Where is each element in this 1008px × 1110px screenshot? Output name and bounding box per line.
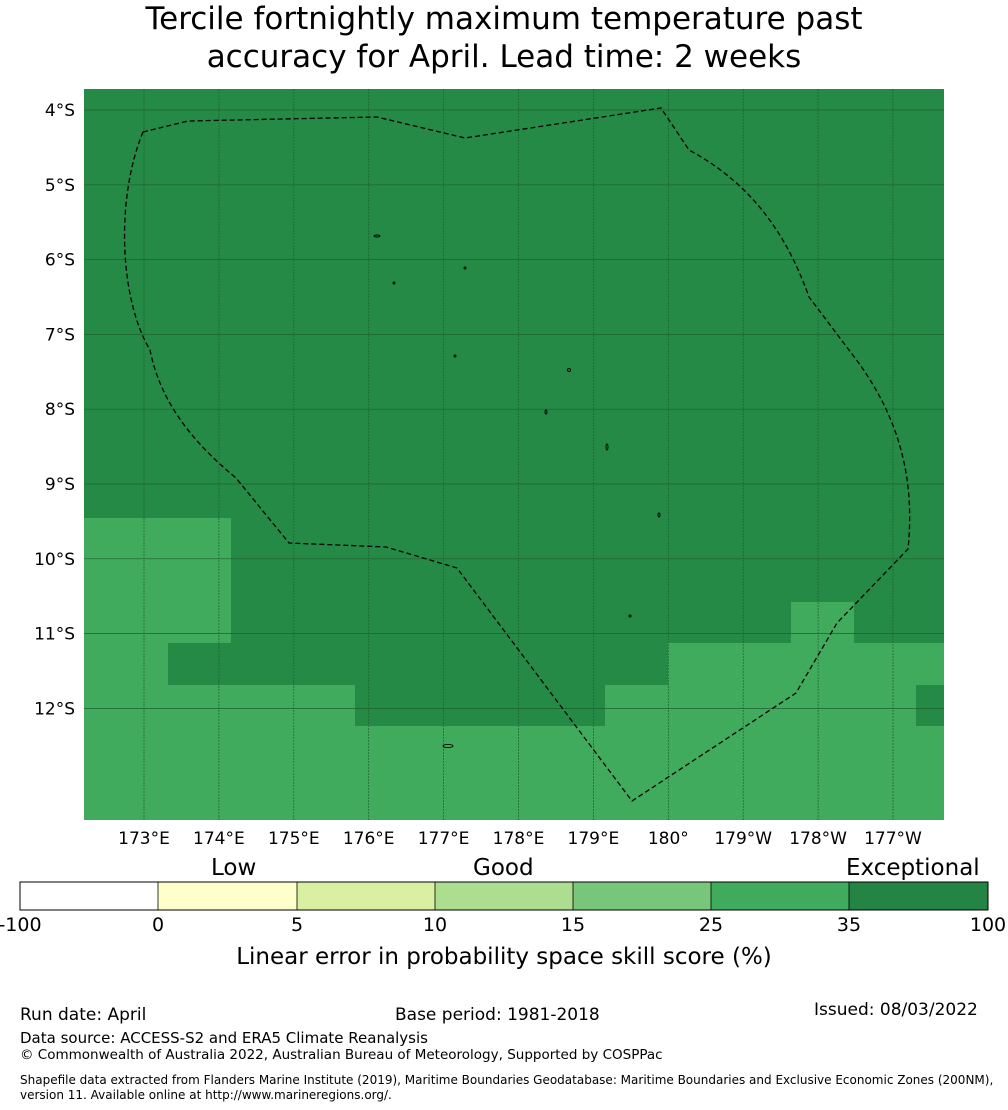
colorbar-tick: 10	[422, 914, 448, 936]
shapefile-credit-line-1: Shapefile data extracted from Flanders M…	[20, 1073, 994, 1087]
eez-boundary	[123, 107, 911, 802]
latitude-label: 9°S	[45, 475, 75, 495]
island-outline	[373, 234, 381, 238]
issued-date: Issued: 08/03/2022	[814, 1000, 978, 1020]
colorbar-segment	[158, 882, 297, 910]
colorbar-segment	[711, 882, 849, 910]
map-cell	[854, 643, 944, 685]
latitude-label: 12°S	[34, 699, 75, 719]
colorbar-tick: 25	[698, 914, 724, 936]
map-cell	[84, 518, 231, 559]
copyright: © Commonwealth of Australia 2022, Austra…	[20, 1047, 663, 1063]
colorbar-category-low: Low	[211, 855, 257, 881]
map-cell	[168, 559, 231, 602]
longitude-label: 179°E	[568, 829, 620, 849]
map-title-line-2: accuracy for April. Lead time: 2 weeks	[206, 39, 802, 75]
latitude-label: 10°S	[34, 550, 75, 570]
colorbar-segment	[20, 882, 158, 910]
longitude-label: 173°E	[118, 829, 170, 849]
colorbar-label: Linear error in probability space skill …	[236, 944, 772, 970]
island-outlines	[373, 234, 661, 749]
island-outline	[453, 354, 457, 358]
latitude-label: 8°S	[45, 400, 75, 420]
map-cell	[84, 726, 355, 820]
graticule	[84, 89, 944, 820]
map-cell	[355, 726, 605, 820]
base-period: Base period: 1981-2018	[395, 1005, 600, 1025]
colorbar-tick: 5	[290, 914, 304, 936]
map-title-line-1: Tercile fortnightly maximum temperature …	[145, 1, 863, 37]
island-outline	[628, 614, 632, 618]
colorbar-segment	[573, 882, 711, 910]
map-cell	[84, 602, 231, 643]
colorbar	[19, 881, 989, 911]
longitude-label: 178°W	[789, 829, 847, 849]
latitude-label: 5°S	[45, 176, 75, 196]
colorbar-tick: 15	[560, 914, 586, 936]
island-outline	[605, 443, 609, 451]
map-cell	[84, 643, 168, 685]
map-cell	[791, 602, 854, 643]
island-outline	[463, 266, 467, 270]
island-outline	[567, 368, 571, 372]
latitude-label: 4°S	[45, 101, 75, 121]
latitude-label: 6°S	[45, 251, 75, 271]
map-cell	[84, 559, 168, 602]
longitude-label: 177°E	[418, 829, 470, 849]
data-source: Data source: ACCESS-S2 and ERA5 Climate …	[20, 1029, 428, 1047]
map-cell	[84, 685, 355, 726]
skill-score-grid	[84, 89, 944, 820]
colorbar-tick: 35	[836, 914, 862, 936]
longitude-label: 177°W	[864, 829, 922, 849]
latitude-label: 7°S	[45, 325, 75, 345]
eez-boundary-line	[123, 107, 911, 802]
latitude-label: 11°S	[34, 625, 75, 645]
longitude-label: 174°E	[193, 829, 245, 849]
colorbar-tick: 100	[969, 914, 1007, 936]
colorbar-frame	[19, 881, 989, 911]
island-outline	[392, 281, 396, 285]
longitude-label: 178°E	[493, 829, 545, 849]
latitude-labels: 4°S 5°S 6°S 7°S 8°S 9°S 10°S 11°S 12°S	[34, 101, 75, 719]
longitude-labels: 173°E 174°E 175°E 176°E 177°E 178°E 179°E 180° 1…	[118, 829, 922, 849]
colorbar-segment	[297, 882, 435, 910]
longitude-label: 176°E	[343, 829, 395, 849]
colorbar-tick: 0	[151, 914, 165, 936]
run-date: Run date: April	[20, 1005, 147, 1025]
island-outline	[657, 512, 661, 518]
colorbar-category-exceptional: Exceptional	[846, 855, 980, 881]
longitude-label: 179°W	[714, 829, 772, 849]
colorbar-tick: -100	[0, 914, 42, 936]
colorbar-segment	[435, 882, 573, 910]
island-outline	[442, 743, 454, 749]
longitude-label: 175°E	[268, 829, 320, 849]
colorbar-category-good: Good	[473, 855, 534, 881]
island-outline	[544, 409, 548, 415]
shapefile-credit-line-2: version 11. Available online at http://w…	[20, 1088, 392, 1102]
colorbar-segment	[849, 882, 988, 910]
map-cell	[916, 685, 944, 726]
longitude-label: 180°	[648, 829, 689, 849]
